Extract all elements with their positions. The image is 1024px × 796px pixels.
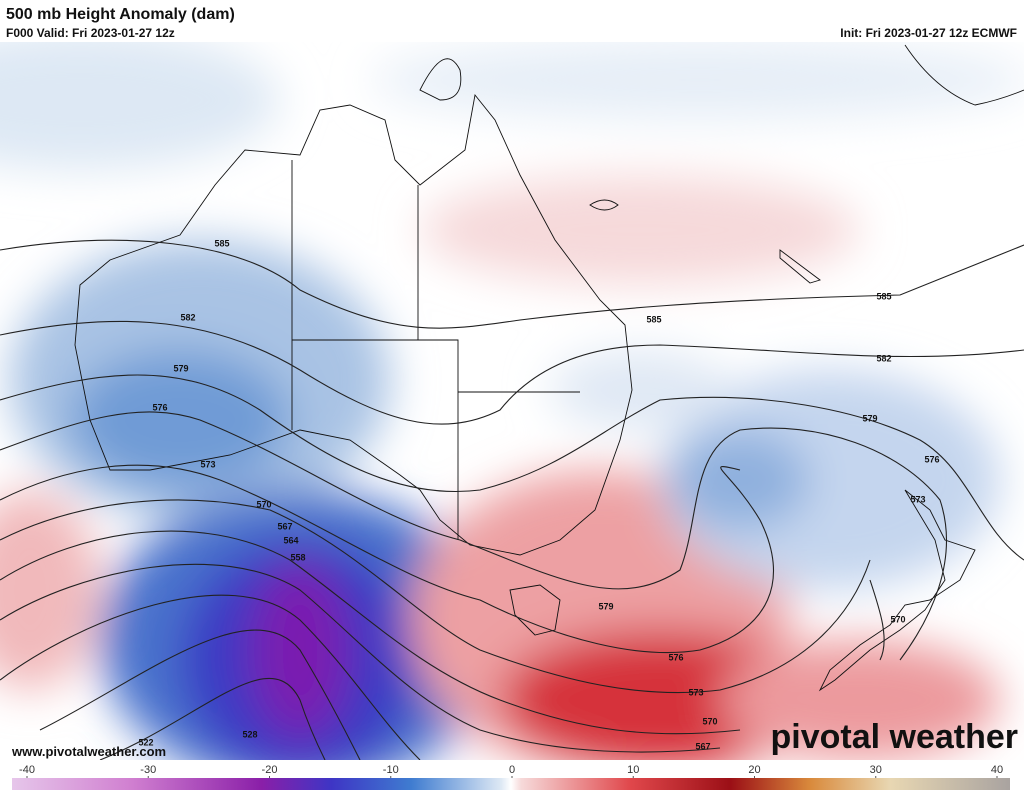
url: www.pivotalweather.com — [11, 744, 166, 759]
valid-time: F000 Valid: Fri 2023-01-27 12z — [6, 26, 175, 40]
colorbar-tick-label: 0 — [509, 764, 515, 776]
contour-label: 567 — [277, 521, 292, 531]
contour-label: 585 — [214, 238, 229, 248]
colorbar-tick-label: -30 — [140, 764, 156, 776]
contour-label: 570 — [256, 499, 271, 509]
colorbar-tick-label: -10 — [383, 764, 399, 776]
contour-label: 570 — [702, 716, 717, 726]
contour-label: 573 — [910, 494, 925, 504]
title: 500 mb Height Anomaly (dam) — [6, 6, 235, 23]
contour-label: 585 — [646, 314, 661, 324]
contour-label: 573 — [200, 459, 215, 469]
coastlines — [74, 44, 1024, 692]
contour-label: 570 — [890, 614, 905, 624]
map: 585 585 585 582 582 579 579 576 576 573 573 570 567 5… — [0, 42, 1024, 760]
logo: pivotal weather — [770, 718, 1018, 756]
contour-label: 558 — [290, 552, 305, 562]
contour-label: 576 — [152, 402, 167, 412]
colorbar-tick-label: -40 — [19, 764, 35, 776]
colorbar-tick-label: 20 — [748, 764, 760, 776]
contour-label: 582 — [180, 312, 195, 322]
colorbar-tick-label: 10 — [627, 764, 639, 776]
contour-label: 579 — [173, 363, 188, 373]
contours — [0, 239, 1024, 760]
contour-label: 573 — [688, 687, 703, 697]
colorbar — [12, 778, 1010, 790]
anomaly-shading — [0, 42, 1024, 760]
contour-label: 564 — [283, 535, 298, 545]
contour-label: 528 — [242, 729, 257, 739]
contour-label: 567 — [695, 741, 710, 751]
contour-label: 585 — [876, 291, 891, 301]
colorbar-tick-label: 30 — [870, 764, 882, 776]
contour-label: 522 — [138, 737, 153, 747]
colorbar-tick-label: -20 — [262, 764, 278, 776]
contour-label: 579 — [598, 601, 613, 611]
contour-label: 576 — [924, 454, 939, 464]
contour-label: 579 — [862, 413, 877, 423]
colorbar-tick-label: 40 — [991, 764, 1003, 776]
contour-label: 576 — [668, 652, 683, 662]
contour-label: 582 — [876, 353, 891, 363]
init-time: Init: Fri 2023-01-27 12z ECMWF — [840, 26, 1017, 40]
